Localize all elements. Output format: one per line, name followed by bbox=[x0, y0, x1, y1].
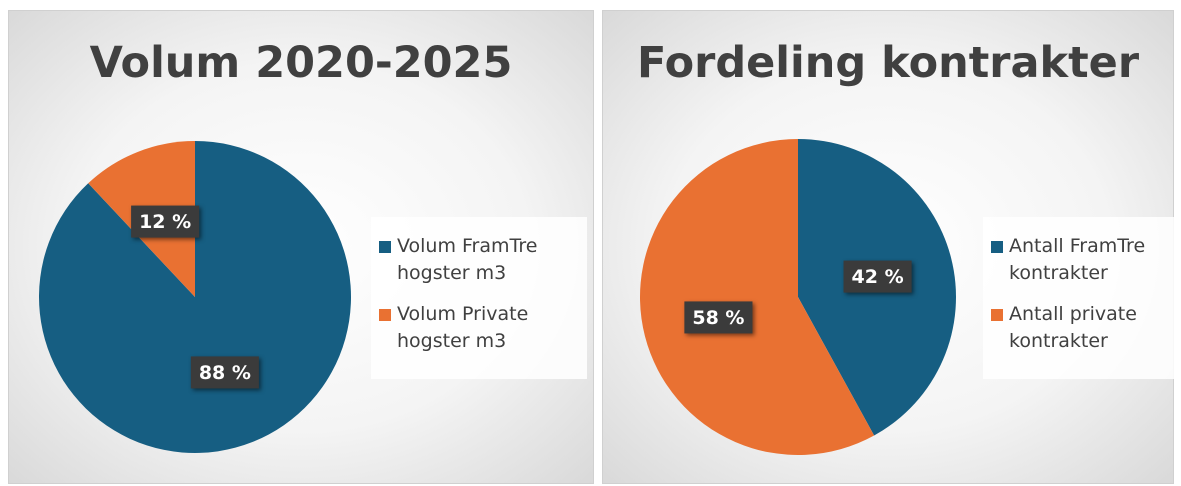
data-label-text: 88 % bbox=[199, 362, 251, 384]
chart: Volum 2020-2025 88 % 12 % bbox=[38, 38, 513, 453]
legend-item: Antall FramTre kontrakter bbox=[991, 233, 1166, 287]
chart-title: Volum 2020-2025 bbox=[90, 38, 513, 88]
legend-item: Volum FramTre hogster m3 bbox=[379, 233, 579, 287]
data-label-text: 42 % bbox=[852, 266, 904, 288]
data-label-box bbox=[131, 205, 200, 238]
legend: Antall FramTre kontrakter Antall private … bbox=[983, 217, 1174, 379]
data-label: 42 % bbox=[843, 260, 912, 293]
legend-swatch bbox=[991, 241, 1003, 253]
legend-label: Antall private kontrakter bbox=[1009, 303, 1137, 352]
chart-title: Fordeling kontrakter bbox=[637, 38, 1140, 88]
data-label-box bbox=[684, 301, 753, 334]
data-label: 88 % bbox=[190, 356, 259, 389]
legend: Volum FramTre hogster m3 Volum Private ho… bbox=[371, 217, 587, 379]
legend-label: Antall FramTre kontrakter bbox=[1009, 235, 1146, 284]
legend-swatch bbox=[379, 241, 391, 253]
legend-swatch bbox=[379, 309, 391, 321]
data-label: 58 % bbox=[684, 301, 753, 334]
legend-swatch bbox=[991, 309, 1003, 321]
legend-item: Antall private kontrakter bbox=[991, 301, 1166, 355]
data-label-box bbox=[843, 260, 912, 293]
legend-item: Volum Private hogster m3 bbox=[379, 301, 579, 355]
data-label-text: 58 % bbox=[692, 307, 744, 329]
legend-label: Volum Private hogster m3 bbox=[397, 303, 529, 352]
pie-slice bbox=[640, 139, 875, 455]
chart-panel: Fordeling kontrakter 42 % 58 % Antall FramT… bbox=[602, 10, 1174, 484]
chart-panel: Volum 2020-2025 88 % 12 % Volum FramTre hog… bbox=[8, 10, 594, 484]
chart: Fordeling kontrakter 42 % 58 % bbox=[637, 38, 1140, 455]
legend-label: Volum FramTre hogster m3 bbox=[397, 235, 538, 284]
data-label-box bbox=[190, 356, 259, 389]
data-label-text: 12 % bbox=[139, 211, 191, 233]
data-label: 12 % bbox=[131, 205, 200, 238]
